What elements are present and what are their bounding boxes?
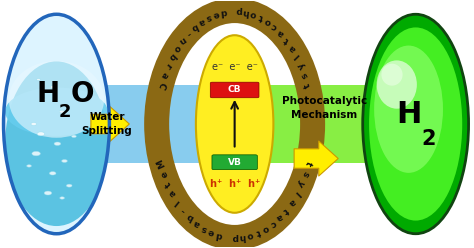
Ellipse shape	[377, 61, 417, 109]
Text: h⁺  h⁺  h⁺: h⁺ h⁺ h⁺	[210, 179, 260, 189]
Text: l: l	[292, 189, 301, 197]
Ellipse shape	[49, 172, 56, 175]
Ellipse shape	[27, 165, 31, 167]
Text: e: e	[212, 9, 219, 19]
Text: -: -	[180, 205, 188, 215]
Text: t: t	[303, 159, 313, 167]
Text: t: t	[303, 81, 313, 89]
Text: a: a	[274, 212, 284, 222]
Text: t: t	[164, 179, 173, 188]
Text: b: b	[185, 212, 195, 222]
Ellipse shape	[44, 191, 52, 195]
Ellipse shape	[66, 184, 72, 187]
Text: a: a	[167, 188, 178, 198]
Text: d: d	[215, 230, 223, 240]
Text: o: o	[250, 9, 257, 19]
Text: VB: VB	[228, 158, 242, 167]
Text: s: s	[300, 70, 310, 80]
Text: CB: CB	[228, 86, 241, 94]
Ellipse shape	[374, 46, 443, 173]
Text: b: b	[167, 51, 178, 62]
Ellipse shape	[9, 61, 104, 138]
Text: e: e	[207, 227, 215, 237]
Text: e: e	[159, 168, 170, 178]
Text: a: a	[192, 218, 201, 228]
Text: 2: 2	[422, 129, 436, 149]
Ellipse shape	[5, 62, 108, 226]
Ellipse shape	[32, 151, 40, 156]
Text: t: t	[283, 35, 291, 45]
Ellipse shape	[72, 135, 76, 138]
Text: O: O	[71, 80, 94, 108]
Ellipse shape	[196, 35, 273, 213]
Bar	[53, 85, 417, 163]
Bar	[235, 85, 417, 163]
Text: y: y	[296, 60, 307, 70]
Ellipse shape	[363, 14, 469, 234]
Text: Photocatalytic
Mechanism: Photocatalytic Mechanism	[282, 96, 367, 120]
Ellipse shape	[3, 14, 109, 234]
Text: t: t	[257, 12, 264, 22]
Text: e⁻  e⁻  e⁻: e⁻ e⁻ e⁻	[212, 62, 257, 72]
Text: t: t	[282, 205, 290, 215]
Text: C: C	[156, 80, 167, 90]
Text: s: s	[205, 12, 212, 22]
Text: a: a	[159, 70, 170, 80]
Ellipse shape	[59, 110, 65, 113]
Text: 2: 2	[59, 103, 71, 121]
Text: a: a	[197, 16, 206, 27]
Ellipse shape	[41, 98, 46, 101]
Text: h: h	[239, 232, 246, 242]
Ellipse shape	[5, 88, 108, 136]
Ellipse shape	[36, 79, 40, 81]
FancyBboxPatch shape	[210, 82, 259, 98]
Text: d: d	[219, 7, 227, 17]
Text: t: t	[255, 227, 261, 237]
Text: H: H	[396, 100, 421, 129]
Text: p: p	[235, 6, 242, 15]
Text: h: h	[242, 7, 250, 17]
Text: s: s	[300, 169, 310, 178]
Text: H: H	[36, 80, 60, 108]
Ellipse shape	[62, 159, 67, 162]
Text: l: l	[174, 197, 182, 206]
Text: o: o	[172, 42, 182, 53]
Ellipse shape	[37, 132, 45, 136]
Ellipse shape	[50, 86, 55, 88]
Ellipse shape	[31, 123, 36, 125]
Text: a: a	[276, 27, 286, 38]
Text: b: b	[190, 21, 200, 32]
Text: o: o	[261, 223, 270, 233]
Ellipse shape	[60, 197, 64, 199]
Ellipse shape	[54, 142, 61, 146]
Text: a: a	[286, 196, 297, 207]
Text: p: p	[231, 233, 238, 242]
Ellipse shape	[369, 28, 462, 220]
Text: -: -	[184, 28, 192, 37]
Text: c: c	[268, 218, 277, 228]
Text: l: l	[293, 52, 301, 60]
Text: c: c	[270, 21, 279, 32]
FancyBboxPatch shape	[212, 155, 257, 170]
Text: o: o	[246, 230, 254, 240]
Text: r: r	[163, 61, 173, 70]
Text: a: a	[287, 42, 298, 53]
Text: Water
Splitting: Water Splitting	[82, 112, 132, 136]
Text: s: s	[200, 223, 208, 233]
Text: M: M	[155, 157, 167, 169]
Text: o: o	[264, 16, 272, 27]
Text: y: y	[296, 179, 306, 189]
Text: n: n	[177, 34, 188, 45]
Ellipse shape	[382, 64, 402, 86]
